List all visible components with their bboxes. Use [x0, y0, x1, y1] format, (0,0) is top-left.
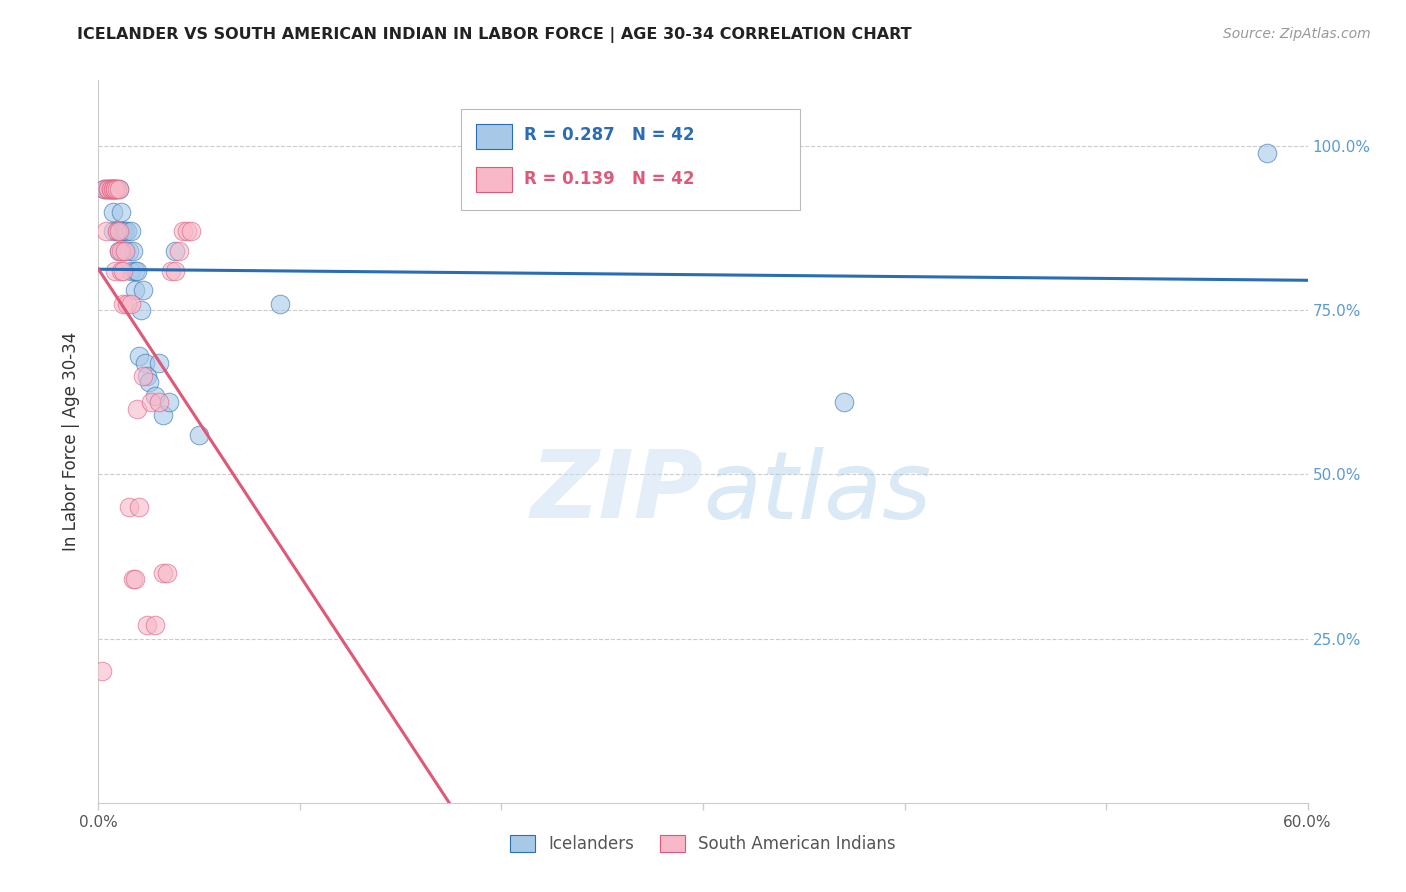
Point — [125, 401, 148, 416]
Point — [100, 182, 122, 196]
Point — [107, 182, 129, 196]
Point — [111, 244, 134, 258]
Point — [110, 224, 132, 238]
Point — [167, 244, 190, 258]
Point — [156, 566, 179, 580]
Point — [114, 224, 136, 238]
Point — [97, 182, 120, 196]
Text: R = 0.287   N = 42: R = 0.287 N = 42 — [524, 126, 695, 145]
Point — [111, 296, 134, 310]
Point — [105, 182, 128, 196]
Point — [163, 264, 186, 278]
Point — [103, 182, 125, 196]
Point — [96, 182, 118, 196]
Point — [118, 500, 141, 515]
Point — [105, 224, 128, 238]
Point — [125, 264, 148, 278]
Text: ZIP: ZIP — [530, 446, 703, 538]
Point — [143, 388, 166, 402]
Point — [111, 224, 134, 238]
Point — [135, 618, 157, 632]
Point — [103, 182, 125, 196]
Point — [107, 224, 129, 238]
Point — [121, 244, 143, 258]
Point — [163, 244, 186, 258]
Point — [152, 566, 174, 580]
Point — [148, 395, 170, 409]
Point — [124, 284, 146, 298]
Point — [160, 264, 183, 278]
Point — [100, 182, 122, 196]
Point — [124, 573, 146, 587]
Y-axis label: In Labor Force | Age 30-34: In Labor Force | Age 30-34 — [62, 332, 80, 551]
Legend: Icelanders, South American Indians: Icelanders, South American Indians — [503, 828, 903, 860]
Point — [96, 224, 118, 238]
Point — [128, 500, 150, 515]
Point — [143, 618, 166, 632]
Point — [103, 264, 125, 278]
Point — [100, 182, 122, 196]
Point — [105, 224, 128, 238]
Bar — [461, 109, 800, 211]
Point — [110, 204, 132, 219]
Point — [93, 182, 115, 196]
Point — [101, 224, 124, 238]
Point — [115, 296, 138, 310]
Point — [176, 224, 198, 238]
Point — [103, 182, 125, 196]
Bar — [475, 167, 512, 193]
Point — [100, 182, 122, 196]
Point — [107, 182, 129, 196]
Text: atlas: atlas — [703, 447, 931, 538]
Point — [180, 224, 202, 238]
Point — [107, 224, 129, 238]
Point — [107, 244, 129, 258]
Point — [132, 284, 155, 298]
Point — [132, 368, 155, 383]
Point — [269, 296, 291, 310]
Point — [110, 244, 132, 258]
Point — [114, 244, 136, 258]
Point — [172, 224, 194, 238]
Point — [152, 409, 174, 423]
Point — [110, 264, 132, 278]
Point — [120, 224, 142, 238]
Point — [148, 356, 170, 370]
Point — [128, 349, 150, 363]
Point — [111, 264, 134, 278]
Point — [97, 182, 120, 196]
Point — [107, 244, 129, 258]
Point — [188, 428, 211, 442]
Point — [91, 665, 114, 679]
Point — [101, 204, 124, 219]
Point — [135, 368, 157, 383]
Point — [103, 182, 125, 196]
Point — [121, 573, 143, 587]
Point — [124, 264, 146, 278]
Point — [1256, 145, 1278, 160]
Point — [832, 395, 855, 409]
Point — [120, 296, 142, 310]
Point — [118, 244, 141, 258]
Text: R = 0.139   N = 42: R = 0.139 N = 42 — [524, 169, 695, 187]
Text: Source: ZipAtlas.com: Source: ZipAtlas.com — [1223, 27, 1371, 41]
Point — [134, 356, 156, 370]
Text: ICELANDER VS SOUTH AMERICAN INDIAN IN LABOR FORCE | AGE 30-34 CORRELATION CHART: ICELANDER VS SOUTH AMERICAN INDIAN IN LA… — [77, 27, 912, 43]
Point — [157, 395, 180, 409]
Point — [97, 182, 120, 196]
Point — [139, 395, 162, 409]
Point — [114, 244, 136, 258]
Point — [129, 303, 152, 318]
Point — [101, 182, 124, 196]
Point — [101, 182, 124, 196]
Point — [138, 376, 160, 390]
Point — [115, 224, 138, 238]
Bar — [475, 124, 512, 149]
Point — [120, 264, 142, 278]
Point — [93, 182, 115, 196]
